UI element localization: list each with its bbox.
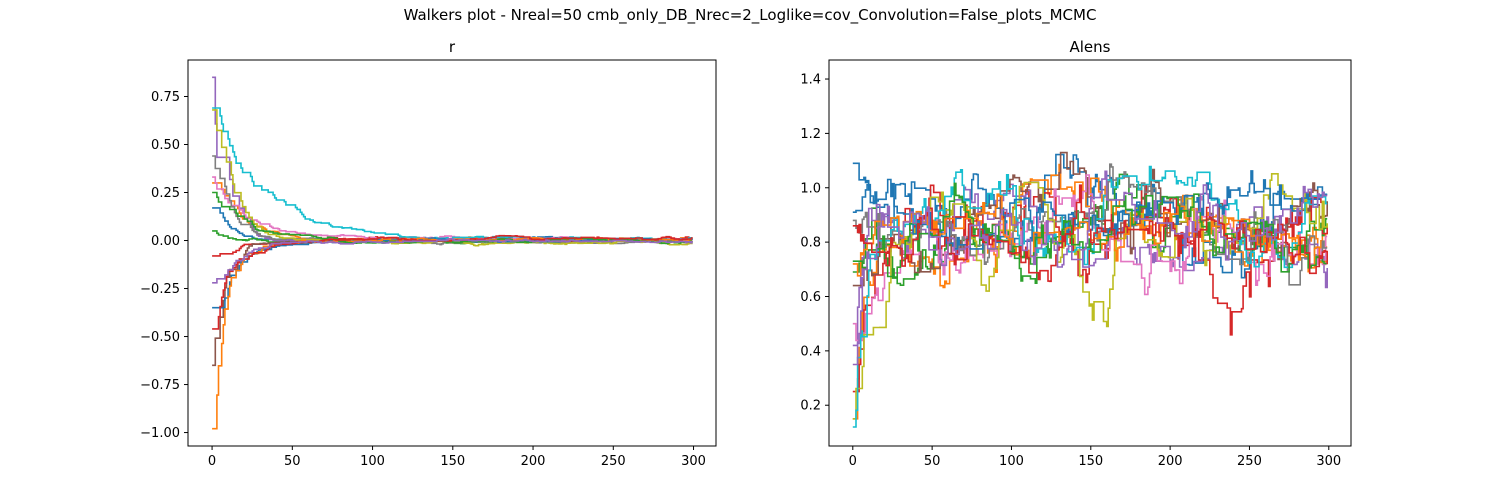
x-tick-label: 50 xyxy=(924,454,941,469)
x-tick-label: 300 xyxy=(1316,454,1341,469)
x-tick-label: 100 xyxy=(360,454,385,469)
y-tick-label: 0.25 xyxy=(151,186,180,201)
x-tick-label: 200 xyxy=(1158,454,1183,469)
x-tick-label: 50 xyxy=(284,454,301,469)
series-line-13 xyxy=(212,191,692,245)
y-tick-label: 0.8 xyxy=(800,236,821,251)
y-tick-label: 0.6 xyxy=(800,290,821,305)
x-tick-label: 250 xyxy=(1237,454,1262,469)
y-tick-label: −0.50 xyxy=(140,330,180,345)
series-line-7 xyxy=(212,176,692,243)
series-line-5 xyxy=(852,183,1328,347)
panel-title: r xyxy=(449,38,456,56)
x-tick-label: 300 xyxy=(681,454,706,469)
series-line-6 xyxy=(212,237,693,367)
series-line-15 xyxy=(212,237,693,284)
y-tick-label: 1.4 xyxy=(800,73,821,88)
y-tick-label: 0.2 xyxy=(800,399,821,414)
panel-title: Alens xyxy=(1070,38,1111,56)
y-tick-label: −0.75 xyxy=(140,378,180,393)
series-line-9 xyxy=(212,109,693,247)
y-tick-label: 1.0 xyxy=(800,181,821,196)
series-group xyxy=(212,76,693,430)
x-tick-label: 0 xyxy=(208,454,216,469)
series-line-11 xyxy=(212,237,693,309)
series-line-14 xyxy=(212,234,693,330)
series-line-5 xyxy=(212,76,692,243)
series-line-4 xyxy=(852,184,1328,393)
axes-panel-1: r 0 50 100 150 200 250 300 −1.00 −0.75 −0.50 −0.25 0… xyxy=(140,38,717,469)
axes-panel-2: Alens 0 50 100 150 200 250 300 0.2 0.4 0.6 0.8 1.0 1.… xyxy=(800,38,1352,469)
x-tick-label: 150 xyxy=(440,454,465,469)
x-tick-label: 200 xyxy=(521,454,546,469)
y-tick-label: −0.25 xyxy=(140,282,180,297)
figure-suptitle: Walkers plot - Nreal=50 cmb_only_DB_Nrec… xyxy=(403,6,1097,24)
y-tick-label: 1.2 xyxy=(800,127,821,142)
y-tick-label: 0.50 xyxy=(151,138,180,153)
series-line-14 xyxy=(852,184,1328,283)
y-tick-label: −1.00 xyxy=(140,426,180,441)
series-line-12 xyxy=(852,193,1328,277)
y-tick-label: 0.4 xyxy=(800,344,821,359)
series-line-10 xyxy=(212,107,693,241)
plot-frame xyxy=(187,59,717,447)
x-tick-label: 0 xyxy=(849,454,857,469)
series-line-12 xyxy=(212,237,692,430)
y-tick-label: 0.00 xyxy=(151,234,180,249)
x-tick-label: 250 xyxy=(601,454,626,469)
y-tick-label: 0.75 xyxy=(151,90,180,105)
plot-frame xyxy=(828,59,1352,447)
series-line-15 xyxy=(852,170,1328,366)
x-tick-label: 100 xyxy=(999,454,1024,469)
series-line-13 xyxy=(852,182,1328,278)
x-tick-label: 150 xyxy=(1078,454,1103,469)
series-line-2 xyxy=(212,182,692,242)
series-group xyxy=(852,151,1328,428)
